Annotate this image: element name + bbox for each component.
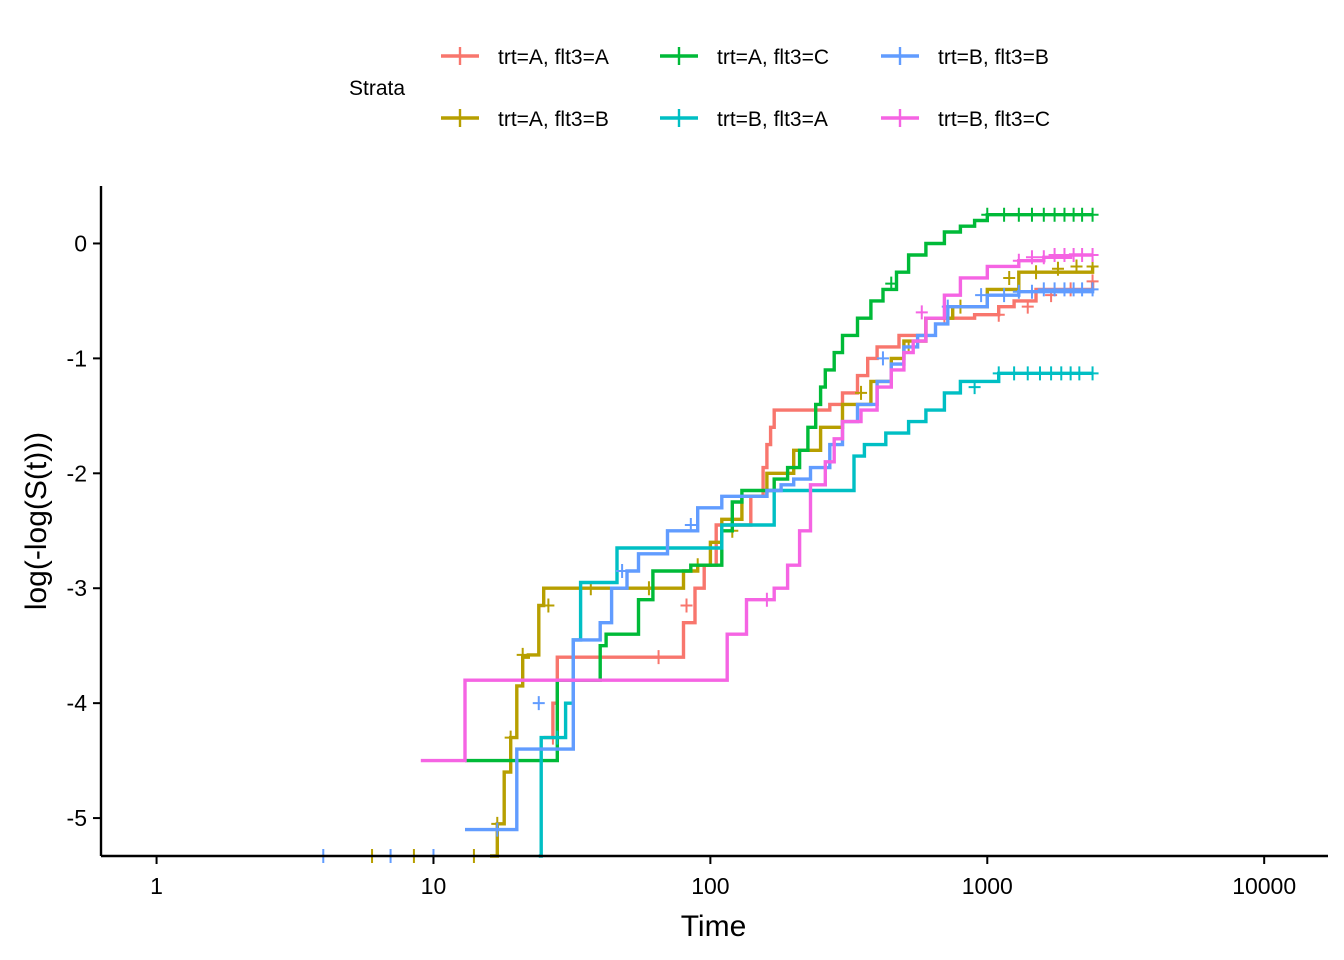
censor-mark	[876, 351, 889, 366]
censor-mark	[992, 307, 1005, 322]
y-axis: -5 -4 -3 -2 -1 0	[67, 186, 103, 856]
x-tick-label: 10	[421, 873, 447, 899]
censor-mark	[1030, 265, 1043, 280]
censor-mark	[968, 380, 981, 395]
legend: Strata trt=A, flt3=A trt=A, flt3=B trt=A, …	[349, 46, 1050, 131]
series-1	[543, 274, 1099, 745]
series-line	[465, 289, 1095, 832]
censor-mark	[998, 207, 1011, 222]
censor-mark	[504, 730, 517, 745]
legend-item: trt=A, flt3=C	[660, 46, 829, 69]
legend-label: trt=A, flt3=A	[498, 46, 609, 69]
plot-area	[317, 207, 1099, 863]
censor-mark	[1012, 253, 1025, 268]
censor-mark	[885, 276, 898, 291]
censor-mark	[1025, 284, 1038, 299]
censor-mark	[1037, 207, 1050, 222]
series-line	[543, 281, 1095, 740]
legend-label: trt=B, flt3=B	[938, 46, 1049, 69]
censor-mark	[1021, 299, 1034, 314]
censor-mark	[1012, 207, 1025, 222]
y-tick-label: -5	[67, 805, 87, 831]
series-line	[538, 371, 1093, 858]
censor-mark	[1086, 247, 1099, 262]
series-2	[366, 259, 1099, 863]
series-line	[465, 213, 1093, 763]
censor-mark	[551, 730, 564, 745]
legend-item: trt=A, flt3=A	[441, 46, 609, 69]
censor-mark	[532, 696, 545, 711]
series-5	[317, 282, 1099, 863]
censor-mark	[1073, 366, 1086, 381]
censor-mark	[1037, 282, 1050, 297]
series-line	[490, 266, 1095, 858]
legend-title: Strata	[349, 77, 405, 100]
censor-mark	[1076, 207, 1089, 222]
censor-mark	[1033, 366, 1046, 381]
censor-mark	[1086, 207, 1099, 222]
censor-mark	[542, 598, 555, 613]
censor-mark	[760, 592, 773, 607]
x-axis-title: Time	[681, 910, 747, 943]
series-line	[420, 253, 1093, 763]
censor-mark	[915, 305, 928, 320]
x-tick-label: 100	[691, 873, 729, 899]
censor-mark	[1025, 250, 1038, 265]
y-axis-title: log(-log(S(t)))	[20, 432, 53, 610]
censor-mark	[1076, 247, 1089, 262]
y-tick-label: -1	[67, 345, 87, 371]
censor-mark	[1008, 366, 1021, 381]
x-tick-label: 1000	[962, 873, 1013, 899]
legend-label: trt=B, flt3=A	[717, 108, 828, 131]
censor-mark	[652, 650, 665, 665]
x-axis: 1 10 100 1000 10000	[101, 854, 1328, 899]
censor-mark	[616, 563, 629, 578]
series-4	[538, 366, 1099, 858]
censor-mark	[684, 518, 697, 533]
censor-mark	[1086, 366, 1099, 381]
censor-mark	[516, 647, 529, 662]
censor-mark	[998, 288, 1011, 303]
censor-mark	[1021, 366, 1034, 381]
y-tick-label: -3	[67, 575, 87, 601]
y-tick-label: 0	[74, 230, 87, 256]
legend-item: trt=A, flt3=B	[441, 108, 609, 131]
censor-mark	[992, 366, 1005, 381]
x-tick-label: 10000	[1232, 873, 1296, 899]
censor-mark	[1012, 284, 1025, 299]
legend-label: trt=B, flt3=C	[938, 108, 1050, 131]
censor-mark	[1037, 250, 1050, 265]
y-tick-label: -2	[67, 460, 87, 486]
legend-item: trt=B, flt3=C	[881, 108, 1050, 131]
legend-item: trt=B, flt3=B	[881, 46, 1049, 69]
censor-mark	[1003, 270, 1016, 285]
legend-label: trt=A, flt3=B	[498, 108, 609, 131]
legend-item: trt=B, flt3=A	[660, 108, 828, 131]
censor-mark	[975, 288, 988, 303]
censor-mark	[1070, 259, 1083, 274]
censor-mark	[981, 207, 994, 222]
censor-mark	[680, 598, 693, 613]
x-tick-label: 1	[150, 873, 163, 899]
censor-mark	[1045, 366, 1058, 381]
censor-mark	[1051, 261, 1064, 276]
series-3	[465, 207, 1099, 763]
censor-mark	[1086, 282, 1099, 297]
series-6	[420, 247, 1099, 763]
censor-mark	[1025, 207, 1038, 222]
censor-mark	[491, 822, 504, 837]
censor-mark	[855, 385, 868, 400]
y-tick-label: -4	[67, 690, 88, 716]
censor-mark	[1076, 282, 1089, 297]
legend-label: trt=A, flt3=C	[717, 46, 829, 69]
